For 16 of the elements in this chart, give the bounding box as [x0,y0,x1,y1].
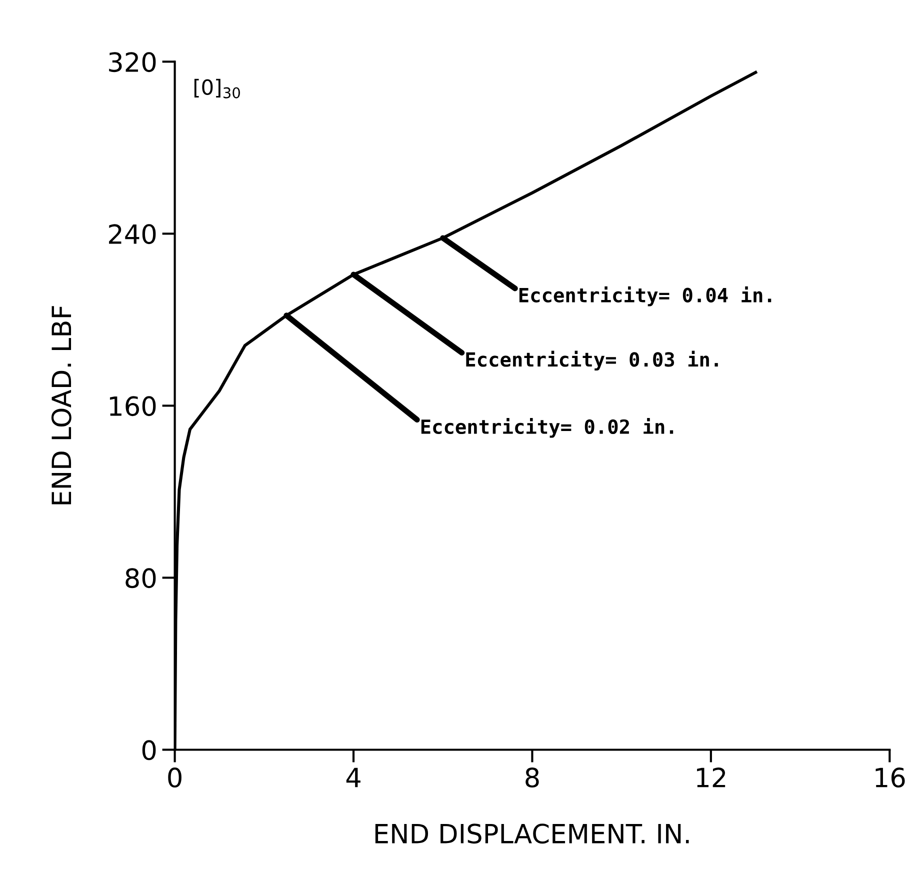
x-tick-label: 16 [876,768,905,788]
y-axis-title: END LOAD. LBF [51,306,72,504]
annotation: Eccentricity= 0.02 in. [421,418,674,438]
y-tick-label: 320 [109,52,156,72]
x-tick-label: 8 [526,768,539,788]
y-tick-label: 80 [126,568,156,588]
y-tick-label: 0 [142,740,156,760]
x-tick-label: 12 [697,768,726,788]
annotation: [0]$_{30}$ [194,78,240,98]
y-tick-label: 240 [109,224,156,244]
x-tick-label: 0 [168,768,182,788]
x-axis-title: END DISPLACEMENT. IN. [375,824,689,844]
annotation: Eccentricity= 0.04 in. [519,286,772,306]
y-tick-label: 160 [110,396,156,416]
annotation: Eccentricity= 0.03 in. [466,350,718,371]
x-tick-label: 4 [346,768,360,788]
